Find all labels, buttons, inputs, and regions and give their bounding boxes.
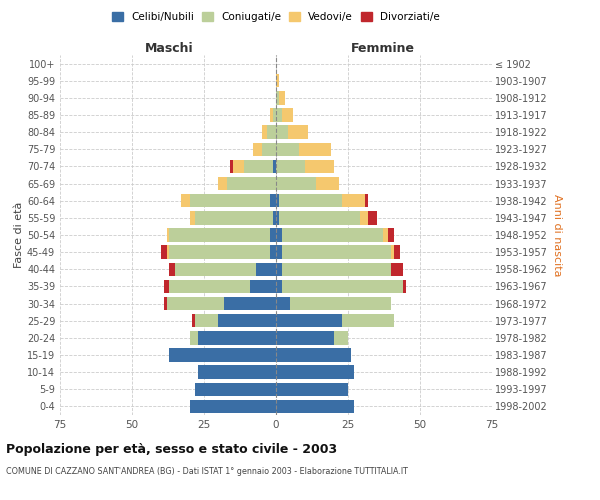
Bar <box>282 108 293 122</box>
Bar <box>276 280 282 293</box>
Bar <box>305 160 334 173</box>
Bar <box>218 177 227 190</box>
Bar <box>388 228 394 241</box>
Bar <box>227 177 276 190</box>
Bar <box>391 246 394 259</box>
Bar <box>169 228 270 241</box>
Bar <box>290 297 391 310</box>
Bar <box>190 331 198 344</box>
Bar <box>276 348 351 362</box>
Bar <box>175 262 256 276</box>
Bar <box>316 177 340 190</box>
Bar <box>276 262 282 276</box>
Bar <box>273 160 276 173</box>
Bar <box>276 211 279 224</box>
Bar <box>403 280 406 293</box>
Bar <box>190 194 270 207</box>
Bar <box>279 91 284 104</box>
Bar <box>276 126 287 139</box>
Bar <box>193 314 196 328</box>
Bar <box>262 126 268 139</box>
Bar <box>169 348 276 362</box>
Y-axis label: Fasce di età: Fasce di età <box>14 202 24 268</box>
Legend: Celibi/Nubili, Coniugati/e, Vedovi/e, Divorziati/e: Celibi/Nubili, Coniugati/e, Vedovi/e, Di… <box>110 10 442 24</box>
Text: COMUNE DI CAZZANO SANT'ANDREA (BG) - Dati ISTAT 1° gennaio 2003 - Elaborazione T: COMUNE DI CAZZANO SANT'ANDREA (BG) - Dat… <box>6 468 408 476</box>
Bar <box>181 194 190 207</box>
Bar <box>342 194 365 207</box>
Bar <box>276 177 316 190</box>
Bar <box>391 262 403 276</box>
Bar <box>368 211 377 224</box>
Bar <box>276 108 282 122</box>
Bar <box>233 160 244 173</box>
Bar <box>230 160 233 173</box>
Bar <box>198 331 276 344</box>
Bar <box>276 228 282 241</box>
Bar <box>169 246 270 259</box>
Bar <box>198 366 276 379</box>
Bar <box>276 74 279 88</box>
Bar <box>256 262 276 276</box>
Bar <box>282 280 403 293</box>
Y-axis label: Anni di nascita: Anni di nascita <box>552 194 562 276</box>
Bar <box>196 211 273 224</box>
Bar <box>270 108 273 122</box>
Bar <box>383 228 388 241</box>
Bar <box>169 262 175 276</box>
Bar <box>287 126 308 139</box>
Bar <box>276 91 279 104</box>
Bar <box>276 366 354 379</box>
Bar <box>282 228 383 241</box>
Bar <box>276 297 290 310</box>
Bar <box>196 382 276 396</box>
Bar <box>276 246 282 259</box>
Bar <box>273 211 276 224</box>
Text: Popolazione per età, sesso e stato civile - 2003: Popolazione per età, sesso e stato civil… <box>6 442 337 456</box>
Bar <box>282 246 391 259</box>
Bar <box>276 194 279 207</box>
Text: Maschi: Maschi <box>145 42 194 55</box>
Bar <box>190 211 196 224</box>
Bar <box>244 160 273 173</box>
Bar <box>276 314 342 328</box>
Bar <box>342 314 394 328</box>
Bar <box>270 194 276 207</box>
Bar <box>164 297 167 310</box>
Bar <box>394 246 400 259</box>
Bar <box>299 142 331 156</box>
Bar <box>268 126 276 139</box>
Bar <box>196 314 218 328</box>
Bar <box>276 142 299 156</box>
Bar <box>161 246 167 259</box>
Bar <box>276 400 354 413</box>
Bar <box>169 280 250 293</box>
Bar <box>250 280 276 293</box>
Bar <box>167 246 169 259</box>
Bar <box>262 142 276 156</box>
Bar <box>253 142 262 156</box>
Bar <box>276 160 305 173</box>
Bar <box>218 314 276 328</box>
Bar <box>279 211 359 224</box>
Bar <box>334 331 348 344</box>
Bar <box>276 331 334 344</box>
Bar <box>359 211 368 224</box>
Bar <box>276 382 348 396</box>
Bar <box>365 194 368 207</box>
Bar <box>282 262 391 276</box>
Bar <box>164 280 169 293</box>
Bar <box>279 194 342 207</box>
Bar <box>190 400 276 413</box>
Bar <box>224 297 276 310</box>
Text: Femmine: Femmine <box>350 42 415 55</box>
Bar <box>167 228 169 241</box>
Bar <box>270 246 276 259</box>
Bar <box>270 228 276 241</box>
Bar <box>273 108 276 122</box>
Bar <box>167 297 224 310</box>
